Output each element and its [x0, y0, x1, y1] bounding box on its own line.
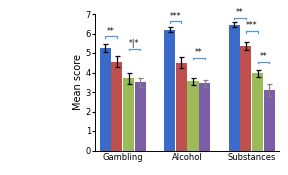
Bar [199, 83, 210, 150]
Bar [111, 62, 122, 150]
Bar [229, 25, 240, 150]
Text: **: ** [259, 52, 267, 61]
Text: **: ** [236, 8, 244, 17]
Bar [164, 30, 175, 150]
Bar [264, 90, 275, 150]
Bar [135, 82, 146, 150]
Bar [187, 81, 199, 150]
Text: ***: *** [246, 21, 257, 30]
Bar [240, 46, 251, 150]
Bar [176, 63, 187, 150]
Bar [123, 78, 134, 150]
Text: **: ** [195, 48, 203, 57]
Y-axis label: Mean score: Mean score [73, 54, 83, 110]
Text: **: ** [107, 27, 115, 36]
Text: ***: *** [170, 12, 181, 21]
Bar [252, 74, 263, 150]
Text: *|*: *|* [129, 39, 140, 48]
Bar [100, 48, 111, 150]
